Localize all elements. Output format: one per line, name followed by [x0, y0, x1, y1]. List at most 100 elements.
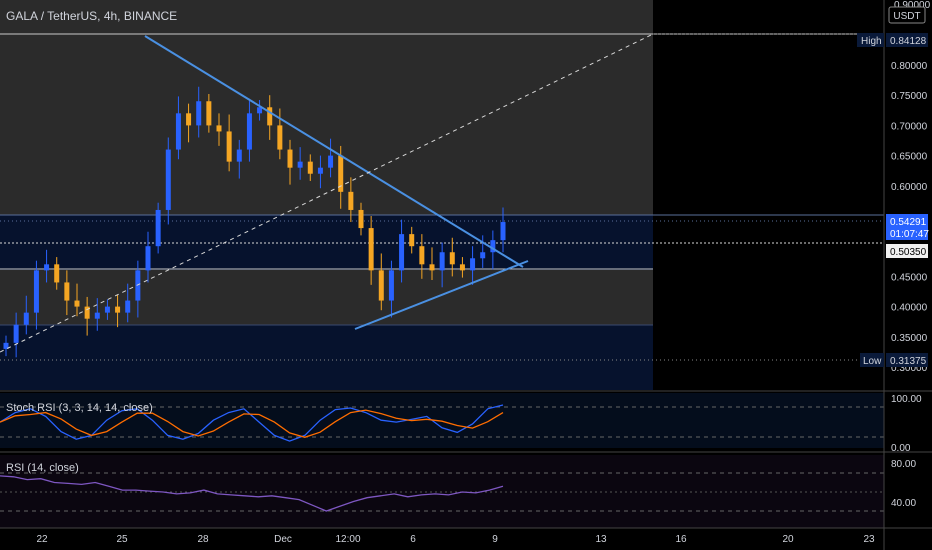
candles-group — [3, 86, 506, 358]
symbol-title[interactable]: GALA / TetherUS, 4h, BINANCE — [6, 9, 177, 23]
candle-body — [459, 264, 465, 271]
time-tick-label: 28 — [197, 534, 209, 545]
low-tag-bg — [886, 353, 928, 367]
rsi-tick-bottom: 40.00 — [891, 498, 916, 509]
top-axis-label: 0.90000 — [894, 0, 931, 11]
candle-body — [399, 234, 405, 271]
candle-body — [104, 306, 110, 313]
rsi-line — [0, 475, 504, 512]
stoch-d-line — [0, 409, 504, 438]
candle-body — [145, 246, 151, 271]
candle-body — [358, 209, 364, 229]
candle-body — [236, 149, 242, 162]
time-tick-label: 12:00 — [335, 534, 360, 545]
candle-body — [490, 240, 496, 253]
candle-body — [267, 107, 273, 126]
high-tag-bg — [886, 33, 928, 47]
time-tick-label: 20 — [782, 534, 794, 545]
candle-body — [64, 282, 70, 301]
price-tick-label: 0.35000 — [891, 333, 928, 344]
price-tick-label: 0.30000 — [891, 363, 928, 374]
candle-body — [480, 252, 486, 259]
time-tick-label: 25 — [116, 534, 128, 545]
time-tick-label: 6 — [410, 534, 416, 545]
last-price-value: 0.54291 — [890, 217, 927, 228]
candle-body — [13, 324, 19, 343]
candle-body — [449, 252, 455, 265]
price-tick-label: 0.80000 — [891, 61, 928, 72]
price-tick-label: 0.40000 — [891, 303, 928, 314]
candle-body — [94, 312, 100, 319]
candle-body — [277, 125, 283, 150]
price-axis[interactable]: 0.80000 0.75000 0.70000 0.65000 0.60000 0.450… — [891, 61, 928, 374]
candle-body — [338, 155, 344, 192]
zone-bottom-navy — [0, 325, 653, 390]
time-tick-label: 22 — [36, 534, 48, 545]
candle-body — [54, 264, 60, 283]
stoch-label[interactable]: Stoch RSI (3, 3, 14, 14, close) — [6, 402, 153, 414]
time-tick-label: Dec — [274, 534, 292, 545]
stoch-tick-bottom: 0.00 — [891, 443, 911, 454]
time-axis[interactable]: 22 25 28 Dec 12:00 6 9 13 16 20 23 — [36, 534, 875, 545]
zone-lower-gray — [0, 270, 653, 325]
price-tick-label: 0.70000 — [891, 121, 928, 132]
candle-body — [155, 209, 161, 247]
currency-label: USDT — [893, 11, 920, 22]
candle-body — [388, 270, 394, 301]
time-tick-label: 9 — [492, 534, 498, 545]
zone-upper-gray — [0, 0, 653, 215]
candle-body — [419, 246, 425, 265]
low-tag-label-bg — [860, 353, 884, 367]
candle-body — [439, 252, 445, 271]
candle-body — [257, 107, 263, 114]
price-tick-label: 0.45000 — [891, 272, 928, 283]
candle-body — [328, 155, 334, 168]
prev-close-value: 0.50350 — [890, 247, 927, 258]
candle-body — [470, 258, 476, 271]
candle-body — [216, 125, 222, 132]
candle-body — [3, 342, 9, 349]
rsi-label[interactable]: RSI (14, close) — [6, 462, 79, 474]
candle-body — [297, 161, 303, 168]
descending-trendline[interactable] — [144, 35, 524, 268]
candle-body — [74, 300, 80, 307]
candle-body — [125, 300, 131, 313]
high-tag-label: High — [861, 36, 882, 47]
countdown-value: 01:07:47 — [890, 229, 929, 240]
candle-body — [196, 101, 202, 126]
candle-body — [317, 167, 323, 174]
price-tick-label: 0.65000 — [891, 152, 928, 163]
candle-body — [307, 161, 313, 174]
candle-body — [33, 270, 39, 313]
dashed-diagonal-line[interactable] — [0, 33, 654, 353]
candle-body — [23, 312, 29, 325]
stoch-tick-top: 100.00 — [891, 394, 922, 405]
candle-body — [206, 101, 212, 126]
candle-body — [378, 270, 384, 301]
candle-body — [135, 270, 141, 301]
ascending-trendline[interactable] — [354, 260, 529, 330]
prev-close-tag-bg — [886, 244, 928, 258]
candle-body — [186, 113, 192, 126]
price-tick-label: 0.60000 — [891, 182, 928, 193]
candle-body — [287, 149, 293, 168]
time-tick-label: 23 — [863, 534, 875, 545]
candle-body — [409, 234, 415, 247]
time-tick-label: 13 — [595, 534, 607, 545]
candle-body — [429, 264, 435, 271]
candle-body — [115, 306, 121, 313]
candle-body — [246, 113, 252, 150]
candle-body — [500, 222, 506, 241]
currency-button[interactable] — [888, 6, 926, 24]
candle-body — [348, 191, 354, 210]
low-tag-label: Low — [863, 356, 882, 367]
stoch-k-line — [0, 404, 504, 442]
candle-body — [175, 113, 181, 150]
candle-body — [368, 228, 374, 271]
time-tick-label: 16 — [675, 534, 687, 545]
candle-body — [165, 149, 171, 210]
candle-body — [84, 306, 90, 319]
candle-body — [44, 264, 50, 271]
price-tick-label: 0.75000 — [891, 91, 928, 102]
